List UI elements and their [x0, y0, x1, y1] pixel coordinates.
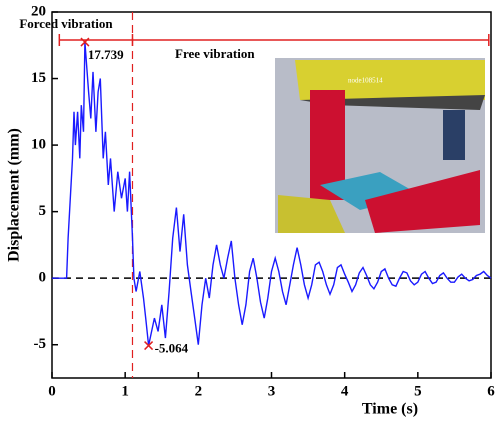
chart: Time (s) Displacement (mm) node108514 -5…: [0, 0, 496, 427]
x-axis-label: Time (s): [362, 401, 418, 418]
x-tick-label: 6: [487, 383, 495, 399]
y-tick-label: 5: [39, 203, 47, 219]
free-label: Free vibration: [175, 46, 255, 61]
x-tick-label: 3: [268, 383, 276, 399]
x-tick-label: 5: [414, 383, 422, 399]
x-tick-label: 2: [195, 383, 203, 399]
forced-label: Forced vibration: [19, 16, 113, 31]
y-tick-label: -5: [34, 336, 47, 352]
y-tick-label: 10: [31, 137, 46, 153]
peak-label: 17.739: [88, 47, 124, 62]
inset-image: node108514: [275, 58, 485, 233]
y-tick-label: 0: [39, 270, 47, 286]
x-tick-label: 4: [341, 383, 349, 399]
y-axis-label: Displacement (mm): [6, 128, 23, 262]
y-tick-label: 15: [31, 70, 46, 86]
inset-column2: [443, 110, 465, 160]
x-tick-label: 0: [48, 383, 56, 399]
inset-label: node108514: [348, 77, 383, 85]
x-tick-label: 1: [121, 383, 129, 399]
trough-label: -5.064: [155, 341, 189, 356]
